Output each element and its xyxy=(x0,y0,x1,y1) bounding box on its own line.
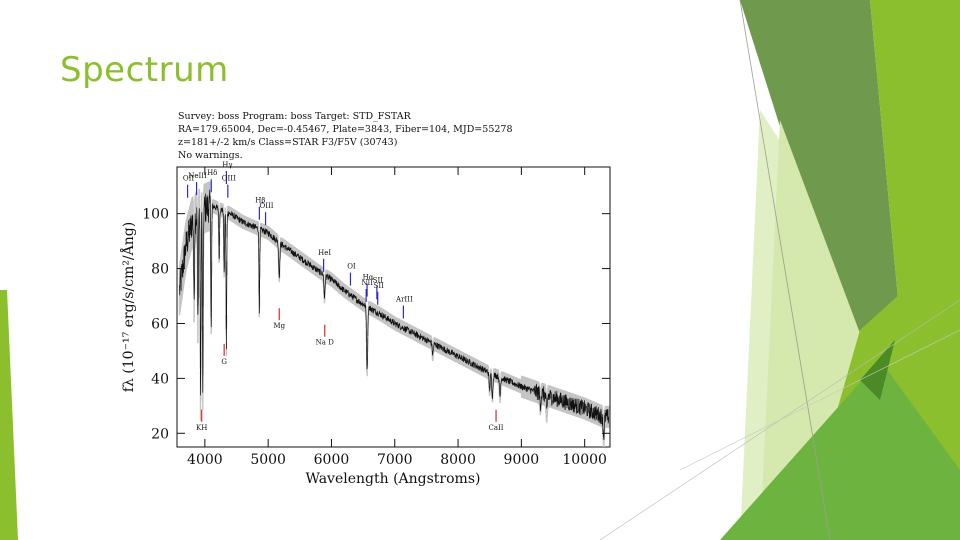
absorption-line-label: KH xyxy=(196,424,207,432)
header-line: z=181+/-2 km/s Class=STAR F3/F5V (30743) xyxy=(178,137,397,148)
emission-line-label: ArIII xyxy=(395,296,413,304)
deco-dark-accent xyxy=(860,340,895,400)
y-tick-label: 20 xyxy=(151,426,169,442)
deco-dark-green-panel xyxy=(740,0,900,380)
emission-line-label: Hα xyxy=(363,274,374,282)
spectrum-chart: Survey: boss Program: boss Target: STD_F… xyxy=(119,111,611,487)
header-line: No warnings. xyxy=(178,150,243,161)
absorption-line-label: Na D xyxy=(316,339,335,347)
absorption-line-label: Mg xyxy=(273,322,285,330)
deco-green-corner xyxy=(720,360,960,540)
deco-line xyxy=(679,329,960,471)
x-tick-label: 10000 xyxy=(562,452,607,468)
plot-frame xyxy=(176,166,611,448)
absorption-line-label: CaII xyxy=(489,424,504,432)
header-line: Survey: boss Program: boss Target: STD_F… xyxy=(178,111,412,122)
deco-line xyxy=(739,0,831,540)
emission-line-label: OIII xyxy=(222,175,236,183)
emission-line-label: SII xyxy=(374,282,385,290)
emission-line-label: Hβ xyxy=(255,197,265,205)
x-tick-label: 9000 xyxy=(504,452,540,468)
header-line: RA=179.65004, Dec=-0.45467, Plate=3843, … xyxy=(178,124,513,135)
emission-line-label: OII xyxy=(183,175,195,183)
absorption-line-label: G xyxy=(221,358,227,366)
emission-line-label: Hγ xyxy=(222,161,232,169)
y-tick-label: 100 xyxy=(142,207,169,223)
emission-line-label: NeIII xyxy=(188,172,207,180)
emission-line-label: SII xyxy=(373,276,384,284)
x-axis: 4000 5000 6000 7000 8000 9000 10000 xyxy=(187,167,607,468)
emission-line-label: HeI xyxy=(318,249,331,257)
slide-title: Spectrum xyxy=(60,50,229,90)
y-tick-label: 60 xyxy=(151,316,169,332)
chart-header: Survey: boss Program: boss Target: STD_F… xyxy=(178,111,513,161)
y-axis: 20 40 60 80 100 xyxy=(142,207,610,442)
emission-line-label: OI xyxy=(347,263,356,271)
flux-series xyxy=(179,189,610,440)
x-tick-label: 5000 xyxy=(250,452,286,468)
y-tick-label: 40 xyxy=(151,371,169,387)
x-axis-label: Wavelength (Angstroms) xyxy=(306,471,481,487)
y-axis-label: fλ (10⁻¹⁷ erg/s/cm²/Ång) xyxy=(119,222,137,392)
y-tick-label: 80 xyxy=(151,262,169,278)
emission-line-label: OIII xyxy=(260,202,274,210)
x-tick-label: 7000 xyxy=(377,452,413,468)
x-tick-label: 8000 xyxy=(440,452,476,468)
deco-left-sliver xyxy=(0,290,18,540)
emission-line-label: NII xyxy=(361,279,373,287)
emission-line-label: Hδ xyxy=(207,169,217,177)
x-tick-label: 4000 xyxy=(187,452,223,468)
x-tick-label: 6000 xyxy=(314,452,350,468)
